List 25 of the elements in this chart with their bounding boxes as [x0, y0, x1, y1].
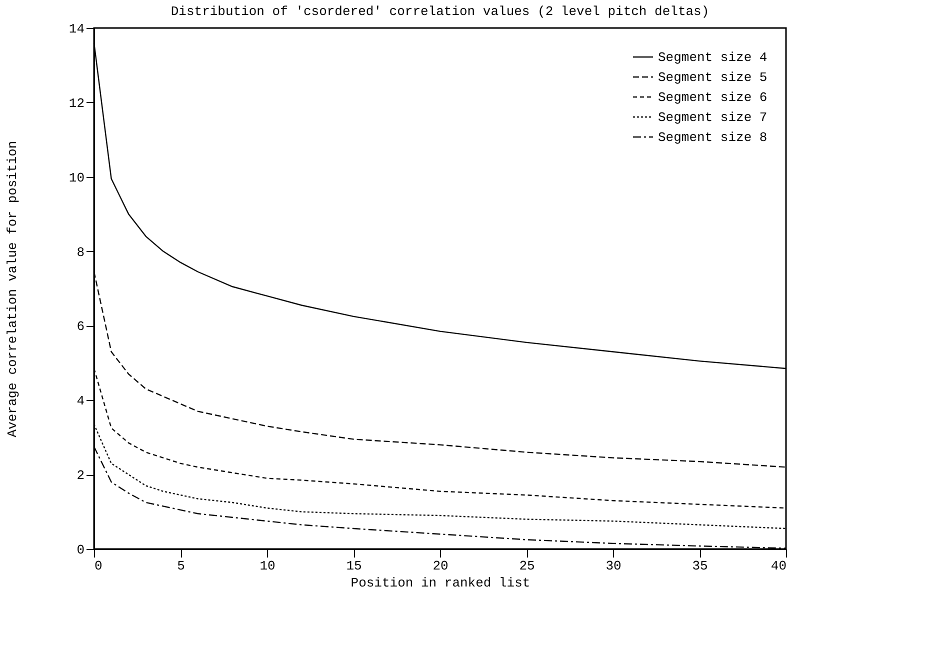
y-tick-label: 0	[76, 542, 84, 558]
legend-label: Segment size 5	[658, 70, 768, 85]
legend-label: Segment size 8	[658, 130, 768, 145]
chart-title: Distribution of 'csordered' correlation values (2 level pitch deltas)	[170, 4, 710, 19]
x-tick-label: 30	[606, 558, 622, 574]
x-tick-label: 15	[346, 558, 362, 574]
x-tick-label: 20	[432, 558, 448, 574]
x-tick-label: 0	[94, 558, 102, 574]
y-axis-title: Average correlation value for position	[4, 140, 20, 438]
y-tick-label: 14	[68, 22, 85, 36]
x-tick-label: 35	[692, 558, 708, 574]
y-tick-label: 4	[76, 394, 85, 409]
x-axis-title: Position in ranked list	[350, 576, 530, 590]
legend-label: Segment size 4	[658, 50, 768, 65]
y-tick-label: 2	[76, 468, 84, 484]
x-tick-label: 5	[177, 558, 185, 574]
x-tick-label: 25	[519, 558, 535, 574]
legend-label: Segment size 6	[658, 90, 768, 105]
legend-label: Segment size 7	[658, 110, 768, 125]
y-tick-label: 12	[68, 96, 84, 111]
y-tick-label: 6	[76, 319, 84, 334]
y-tick-label: 10	[68, 170, 84, 186]
y-tick-label: 8	[76, 244, 84, 260]
x-tick-label: 40	[770, 558, 786, 574]
x-tick-label: 10	[260, 558, 276, 574]
